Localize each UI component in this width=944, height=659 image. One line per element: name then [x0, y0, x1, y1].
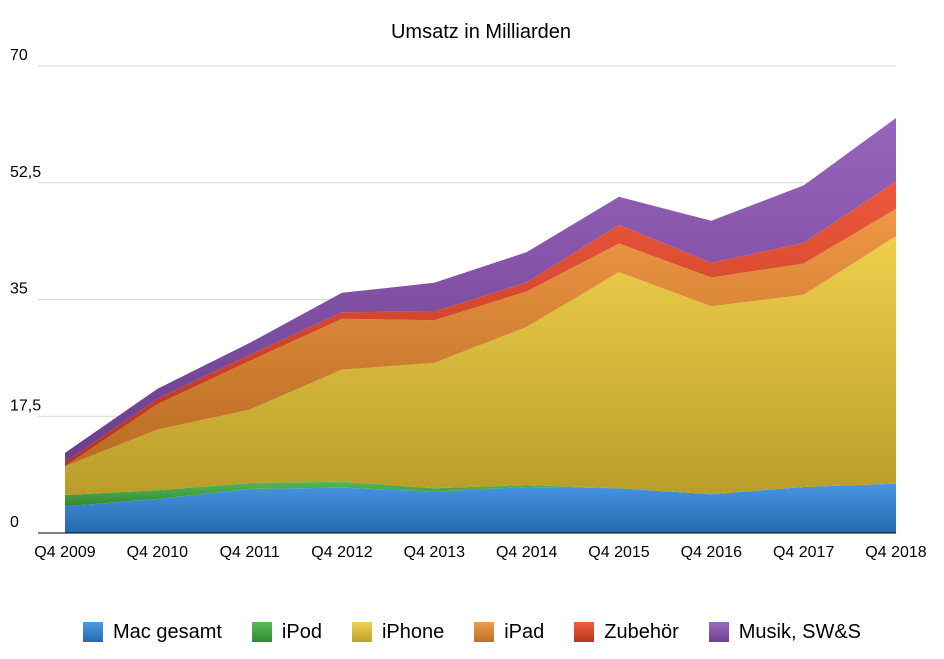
legend-swatch [82, 622, 103, 642]
legend-label: iPhone [381, 620, 445, 643]
x-tick-label: Q4 2013 [404, 544, 465, 561]
y-tick-label: 52,5 [10, 164, 41, 181]
y-tick-label: 17,5 [10, 397, 41, 414]
axes: Q4 2009 Q4 2010 Q4 2011 Q4 2012 Q4 2013 Q4 20… [34, 532, 927, 561]
x-tick-label: Q4 2011 [220, 544, 280, 561]
legend-item: iPod [251, 620, 322, 644]
legend-item: Musik, SW&S [708, 620, 862, 644]
x-tick-label: Q4 2010 [127, 544, 188, 561]
legend-swatch [708, 622, 729, 642]
legend: Mac gesamt iPod iPhone iPad Zubehör Musik, SW… [0, 616, 944, 648]
legend-swatch [351, 622, 372, 642]
legend-label: iPod [281, 620, 322, 643]
area-series [65, 118, 896, 533]
x-tick-label: Q4 2012 [311, 544, 372, 561]
legend-item: Zubehör [574, 621, 679, 644]
y-tick-label: 35 [10, 281, 28, 298]
legend-swatch [574, 622, 595, 642]
x-tick-label: Q4 2016 [681, 544, 742, 561]
y-tick-label: 70 [10, 47, 28, 64]
legend-item: iPad [474, 621, 544, 644]
area-iphone [65, 236, 896, 495]
legend-label: Zubehör [604, 620, 679, 643]
legend-label: iPad [504, 620, 545, 643]
x-tick-label: Q4 2009 [34, 544, 95, 561]
x-tick-label: Q4 2014 [496, 544, 557, 561]
legend-item: iPhone [351, 620, 445, 644]
legend-label: Mac gesamt [112, 620, 222, 643]
legend-label: Musik, SW&S [738, 620, 862, 643]
area-ipod [65, 481, 896, 507]
legend-item: Mac gesamt [82, 620, 222, 644]
x-tick-label: Q4 2017 [773, 544, 834, 561]
x-tick-label: Q4 2018 [865, 544, 926, 561]
area-mac-gesamt [65, 483, 896, 533]
x-tick-label: Q4 2015 [588, 544, 649, 561]
y-tick-label: 0 [10, 514, 19, 531]
legend-swatch [251, 622, 272, 642]
area-musik-sw-s [65, 118, 896, 463]
legend-swatch [474, 622, 495, 642]
area-ipad [65, 208, 896, 467]
chart-title: Umsatz in Milliarden [391, 21, 571, 43]
